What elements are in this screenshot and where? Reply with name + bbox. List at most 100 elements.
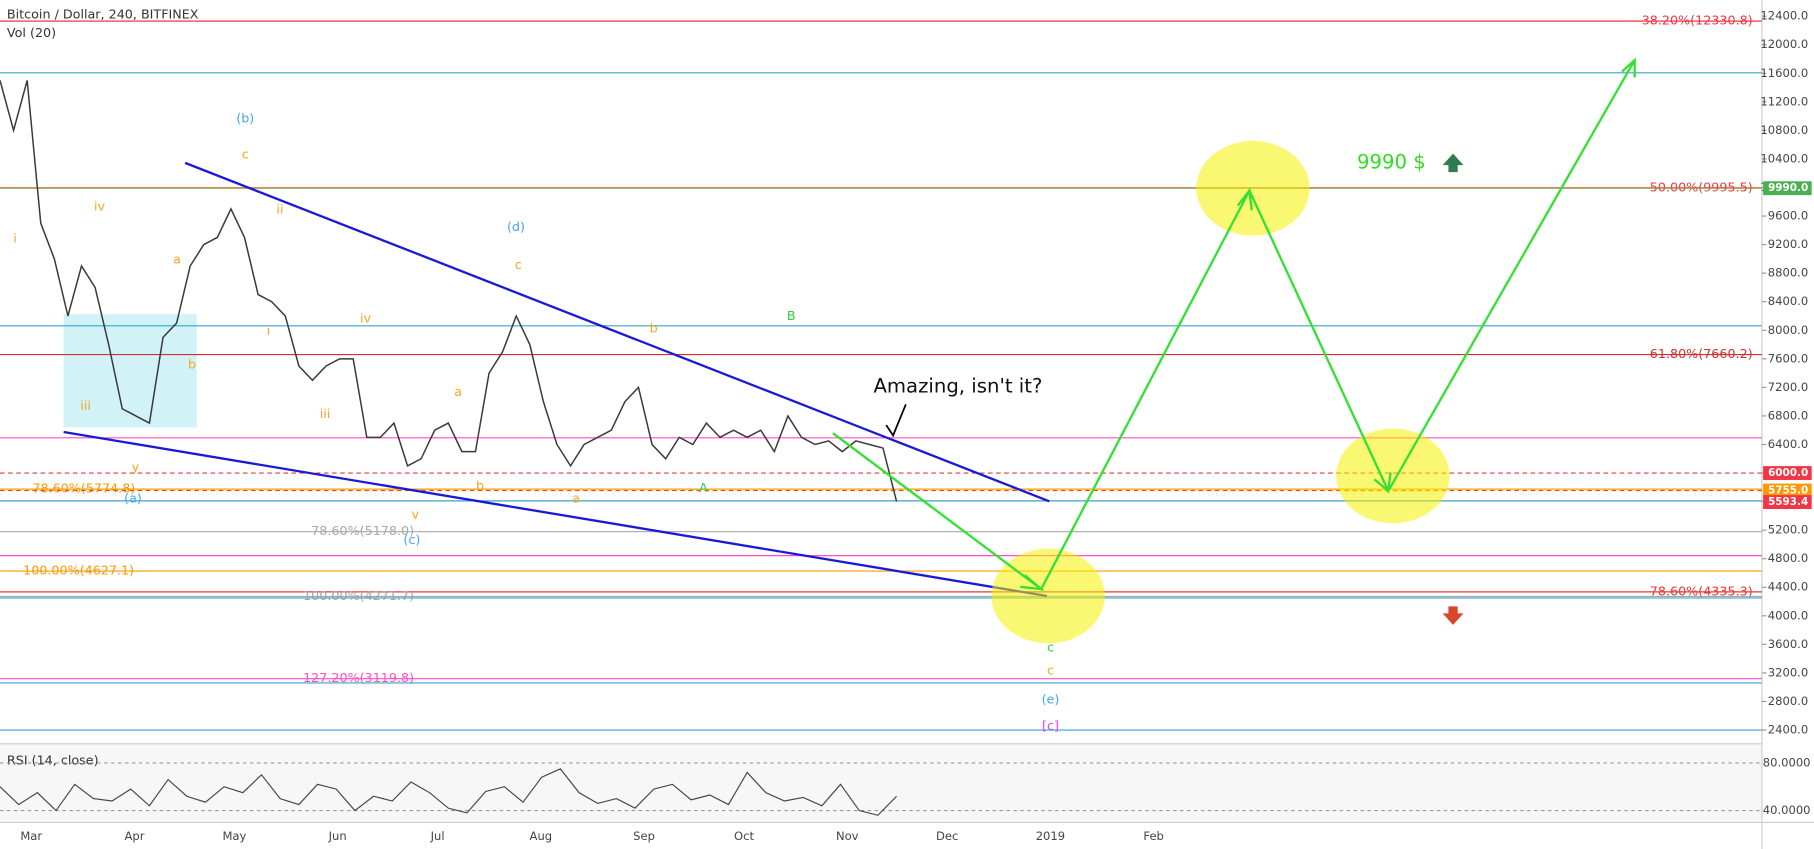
- y-tick-label: 2800.0: [1768, 694, 1808, 708]
- y-tick-label: 3200.0: [1768, 665, 1808, 679]
- price-badge: [1763, 483, 1812, 498]
- y-tick-label: 6400.0: [1768, 437, 1808, 451]
- wave-label: iv: [360, 310, 372, 325]
- y-tick-label: 7600.0: [1768, 351, 1808, 365]
- volume-label: Vol (20): [7, 25, 56, 40]
- x-tick-label: Nov: [836, 829, 859, 843]
- trend-line: [184, 161, 1050, 503]
- up-arrow: [1442, 153, 1464, 173]
- y-tick-label: 11200.0: [1760, 94, 1808, 108]
- level-label: 78.60%(5178.0): [311, 523, 414, 538]
- wave-label: c: [242, 146, 249, 161]
- level-label: 78.60%(5774.8): [32, 481, 135, 496]
- y-tick-label: 12400.0: [1760, 9, 1808, 23]
- wave-label: b: [188, 357, 196, 372]
- y-tick-label: 4400.0: [1768, 580, 1808, 594]
- wave-label: c: [515, 257, 522, 272]
- x-tick-label: Aug: [530, 829, 553, 843]
- y-tick-label: 8400.0: [1768, 294, 1808, 308]
- y-tick-label: 8800.0: [1768, 266, 1808, 280]
- chart-title: Bitcoin / Dollar, 240, BITFINEX: [7, 7, 199, 22]
- wave-label: a: [454, 384, 462, 399]
- wave-label: a: [173, 251, 181, 266]
- price-badge-label: 5755.0: [1768, 485, 1808, 497]
- y-tick-label: 7200.0: [1768, 380, 1808, 394]
- rsi-tick-label: 40.0000: [1763, 803, 1811, 817]
- x-tick-label: Feb: [1143, 829, 1163, 843]
- arrowheads: [1020, 57, 1636, 591]
- y-tick-label: 11600.0: [1760, 66, 1808, 80]
- level-label: 61.80%(7660.2): [1650, 346, 1753, 361]
- annotation: Amazing, isn't it?: [873, 374, 1042, 397]
- price-badge-label: 9990.0: [1768, 182, 1808, 194]
- level-label: 78.60%(4335.3): [1650, 583, 1753, 598]
- level-label: 100.00%(4627.1): [23, 563, 134, 578]
- price-badge: [1763, 466, 1812, 480]
- x-tick-label: Sep: [633, 829, 655, 843]
- wave-label: y: [132, 459, 140, 474]
- wave-label: iv: [94, 198, 106, 213]
- down-arrow: [1442, 606, 1464, 625]
- wave-label: (e): [1042, 691, 1060, 706]
- wave-label: [c]: [1042, 718, 1059, 733]
- target-label: 9990 $: [1357, 150, 1426, 173]
- rsi-pane: [0, 745, 1762, 823]
- x-tick-label: Dec: [936, 829, 958, 843]
- highlight-box: [63, 314, 197, 428]
- target-circle: [1196, 140, 1310, 236]
- wave-label: i: [13, 231, 17, 246]
- wave-label: (b): [236, 110, 254, 125]
- wave-label: B: [787, 308, 796, 323]
- wave-label: A: [699, 480, 708, 495]
- wave-label: (a): [124, 491, 142, 506]
- y-tick-label: 10800.0: [1760, 123, 1808, 137]
- y-tick-label: 4000.0: [1768, 608, 1808, 622]
- wave-label: i: [267, 323, 271, 338]
- x-tick-label: Apr: [124, 829, 144, 843]
- x-tick-label: Mar: [20, 829, 42, 843]
- y-tick-label: 3600.0: [1768, 637, 1808, 651]
- y-tick-label: 5200.0: [1768, 523, 1808, 537]
- price-badge-label: 5593.4: [1768, 496, 1808, 508]
- y-tick-label: 2400.0: [1768, 723, 1808, 737]
- rsi-title: RSI (14, close): [7, 753, 99, 768]
- target-circle: [991, 548, 1105, 644]
- wave-label: v: [412, 507, 420, 522]
- wave-label: (c): [403, 532, 420, 547]
- wave-label: iii: [320, 406, 331, 421]
- y-tick-label: 12000.0: [1760, 37, 1808, 51]
- wave-label: b: [476, 478, 484, 493]
- wave-label: iii: [80, 398, 91, 413]
- x-tick-label: Oct: [734, 829, 754, 843]
- level-label: 50.00%(9995.5): [1650, 179, 1753, 194]
- price-badge: [1763, 495, 1812, 509]
- y-tick-label: 9200.0: [1768, 237, 1808, 251]
- wave-label: (d): [507, 219, 525, 234]
- annotation-arrow: [885, 403, 907, 438]
- rsi-line: [0, 768, 898, 816]
- y-tick-label: 8000.0: [1768, 323, 1808, 337]
- x-tick-label: May: [222, 829, 246, 843]
- y-tick-label: 9600.0: [1768, 209, 1808, 223]
- x-tick-label: 2019: [1036, 829, 1065, 843]
- x-tick-label: Jun: [328, 829, 347, 843]
- wave-label: c: [1047, 663, 1054, 678]
- level-label: 127.20%(3119.8): [303, 670, 414, 685]
- x-tick-label: Jul: [430, 829, 445, 843]
- price-badge: [1763, 181, 1812, 196]
- price-line: [0, 80, 898, 502]
- y-tick-label: 6800.0: [1768, 408, 1808, 422]
- y-tick-label: 4800.0: [1768, 551, 1808, 565]
- wave-label: ii: [276, 202, 283, 217]
- wave-label: c: [1047, 640, 1054, 655]
- level-label: 100.00%(4271.7): [303, 588, 414, 603]
- target-circle: [1336, 428, 1450, 524]
- trend-line: [63, 430, 1048, 598]
- level-label: 38.20%(12330.8): [1642, 13, 1753, 28]
- price-badge-label: 6000.0: [1768, 467, 1808, 479]
- rsi-tick-label: 80.0000: [1763, 755, 1811, 769]
- wave-label: b: [650, 321, 658, 336]
- y-tick-label: 10400.0: [1760, 151, 1808, 165]
